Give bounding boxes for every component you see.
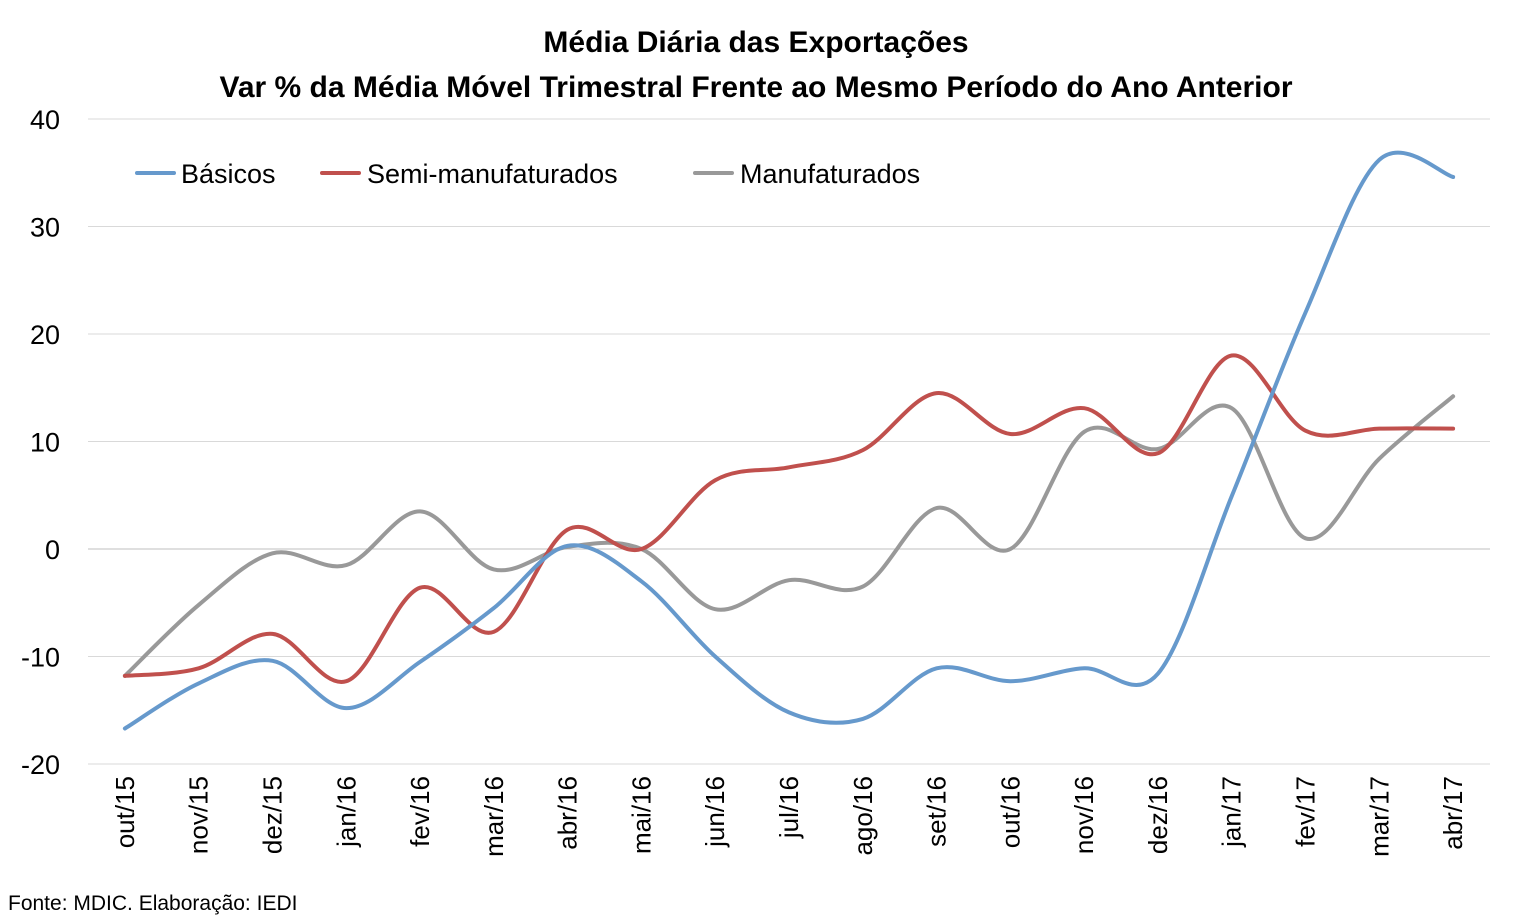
x-tick-label: mar/16 — [479, 776, 509, 857]
y-tick-label: 30 — [30, 213, 60, 243]
y-tick-label: 20 — [30, 320, 60, 350]
y-tick-label: -20 — [21, 750, 60, 780]
chart-title: Média Diária das Exportações — [543, 26, 968, 59]
x-tick-label: set/16 — [922, 776, 952, 847]
source-note: Fonte: MDIC. Elaboração: IEDI — [8, 892, 297, 915]
x-tick-label: fev/16 — [405, 776, 435, 847]
y-tick-label: 40 — [30, 105, 60, 135]
x-axis-ticks: out/15 nov/15 dez/15 jan/16 fev/16 mar/16 abr/… — [110, 776, 1468, 857]
series-line-basicos — [122, 150, 1456, 731]
x-tick-label: abr/16 — [553, 776, 583, 850]
legend-label: Básicos — [181, 159, 276, 189]
x-tick-label: nov/15 — [184, 776, 214, 854]
x-tick-label: jun/16 — [700, 776, 730, 848]
y-axis-ticks: -20 -10 0 10 20 30 40 — [21, 105, 60, 780]
x-tick-label: jan/16 — [331, 776, 361, 848]
x-tick-label: ago/16 — [848, 776, 878, 856]
legend-item-basicos: Básicos — [135, 159, 276, 189]
legend-item-manufaturados: Manufaturados — [693, 159, 920, 189]
series-manufaturados — [122, 394, 1456, 678]
gridlines — [88, 118, 1490, 765]
series-line-manufaturados — [122, 394, 1456, 678]
x-tick-label: jul/16 — [774, 776, 804, 839]
x-tick-label: nov/16 — [1069, 776, 1099, 854]
series-line-semi-manufaturados — [122, 353, 1456, 684]
series-semi-manufaturados — [122, 353, 1456, 684]
x-tick-label: fev/17 — [1291, 776, 1321, 847]
x-tick-label: dez/15 — [257, 776, 287, 854]
x-tick-label: mar/17 — [1364, 776, 1394, 857]
x-tick-label: out/16 — [995, 776, 1025, 848]
x-tick-label: dez/16 — [1143, 776, 1173, 854]
legend: Básicos Semi-manufaturados Manufaturados — [135, 159, 920, 189]
y-tick-label: -10 — [21, 643, 60, 673]
x-tick-label: mai/16 — [626, 776, 656, 854]
y-tick-label: 10 — [30, 428, 60, 458]
series-basicos — [122, 150, 1456, 731]
y-tick-label: 0 — [45, 535, 60, 565]
chart-subtitle: Var % da Média Móvel Trimestral Frente a… — [219, 71, 1292, 104]
x-tick-label: abr/17 — [1438, 776, 1468, 850]
legend-label: Semi-manufaturados — [367, 159, 618, 189]
legend-label: Manufaturados — [740, 159, 920, 189]
x-tick-label: out/15 — [110, 776, 140, 848]
x-tick-label: jan/17 — [1217, 776, 1247, 848]
legend-item-semi-manufaturados: Semi-manufaturados — [320, 159, 618, 189]
series-lines — [122, 150, 1456, 731]
